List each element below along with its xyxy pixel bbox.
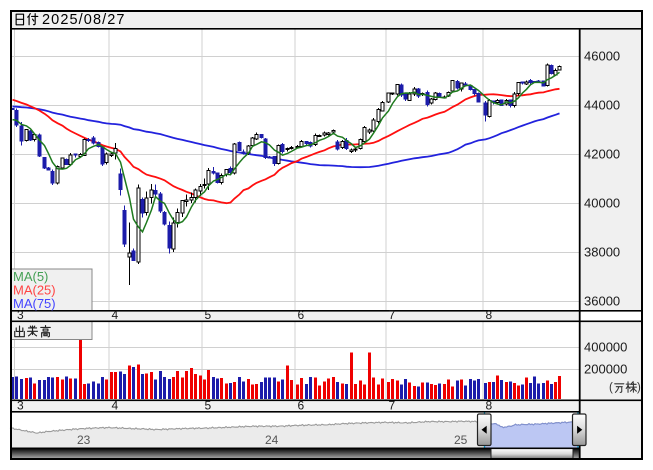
svg-text:4: 4	[112, 398, 119, 412]
svg-text:38000: 38000	[584, 245, 620, 260]
svg-text:44000: 44000	[584, 98, 620, 113]
svg-text:46000: 46000	[584, 49, 620, 64]
svg-text:400000: 400000	[584, 340, 627, 355]
svg-text:MA(25): MA(25)	[13, 283, 56, 298]
svg-text:8: 8	[486, 308, 493, 322]
svg-text:4: 4	[112, 308, 119, 322]
svg-text:8: 8	[486, 398, 493, 412]
svg-text:6: 6	[298, 308, 305, 322]
svg-text:200000: 200000	[584, 362, 627, 377]
svg-text:23: 23	[77, 433, 91, 447]
svg-text:MA(75): MA(75)	[13, 296, 56, 311]
svg-text:42000: 42000	[584, 147, 620, 162]
svg-text:24: 24	[265, 433, 279, 447]
svg-text:3: 3	[17, 308, 24, 322]
svg-text:3: 3	[17, 398, 24, 412]
svg-text:5: 5	[205, 308, 212, 322]
svg-text:): )	[637, 382, 641, 394]
svg-text:6: 6	[298, 398, 305, 412]
svg-text:7: 7	[389, 308, 396, 322]
svg-text:5: 5	[205, 398, 212, 412]
svg-text:(: (	[609, 382, 613, 394]
svg-text:36000: 36000	[584, 294, 620, 309]
svg-text:2025/08/27: 2025/08/27	[42, 12, 126, 28]
svg-text:40000: 40000	[584, 196, 620, 211]
svg-text:MA(5): MA(5)	[13, 269, 48, 284]
svg-text:7: 7	[389, 398, 396, 412]
svg-text:25: 25	[454, 433, 468, 447]
